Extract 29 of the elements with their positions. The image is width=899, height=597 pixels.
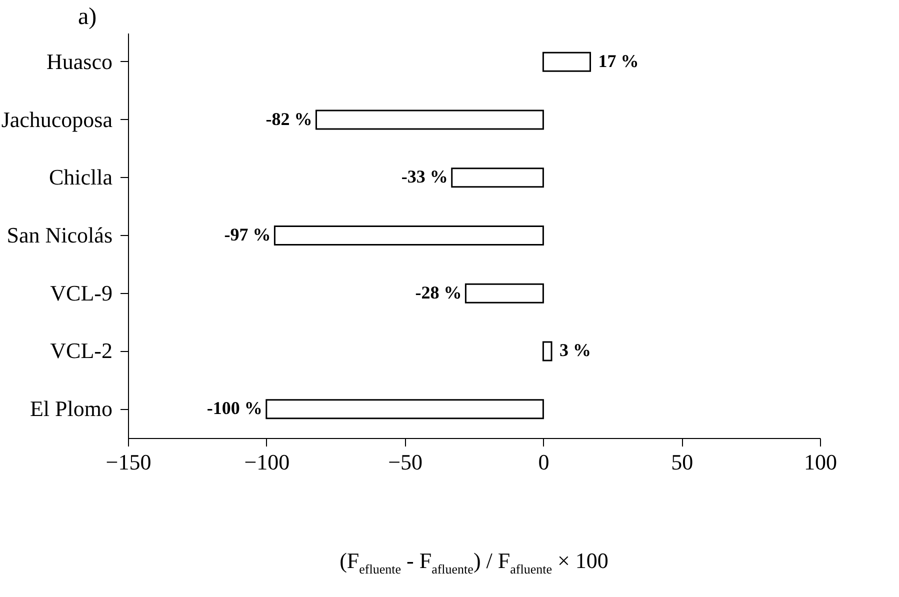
- y-tick-label: San Nicolás: [6, 222, 112, 248]
- data-label: -97 %: [224, 224, 271, 244]
- bar: [542, 341, 552, 362]
- bar: [464, 283, 544, 304]
- x-tick-label: 100: [804, 450, 837, 474]
- bar: [266, 399, 544, 420]
- data-label: -33 %: [401, 166, 448, 187]
- data-label: -82 %: [266, 108, 312, 129]
- bar: [274, 225, 544, 246]
- bar: [315, 110, 544, 130]
- y-tick-label: VCL-9: [50, 280, 112, 306]
- x-tick-label: 0: [538, 450, 550, 474]
- data-label: 3 %: [560, 340, 592, 360]
- x-tick-label: 50: [671, 450, 694, 474]
- data-label: 17 %: [598, 50, 639, 71]
- x-axis-title: (F$_{efluente}$ - F$_{afluente}$) / F$_{afluente}$ × 100: [338, 548, 610, 578]
- y-tick-label: El Plomo: [30, 396, 112, 422]
- chart-title: a): [78, 4, 97, 30]
- data-label: -100 %: [206, 398, 262, 418]
- y-tick-label: Chiclla: [48, 164, 113, 190]
- y-tick-label: Jachucoposa: [1, 106, 113, 132]
- x-tick-label: −150: [106, 450, 152, 474]
- x-tick-label: −100: [244, 450, 290, 474]
- y-tick-label: Huasco: [46, 48, 112, 74]
- y-tick-label: VCL-2: [50, 338, 112, 364]
- x-tick-label: −50: [388, 450, 423, 474]
- data-label: -28 %: [415, 282, 462, 302]
- bar: [542, 52, 592, 72]
- bar: [451, 168, 544, 188]
